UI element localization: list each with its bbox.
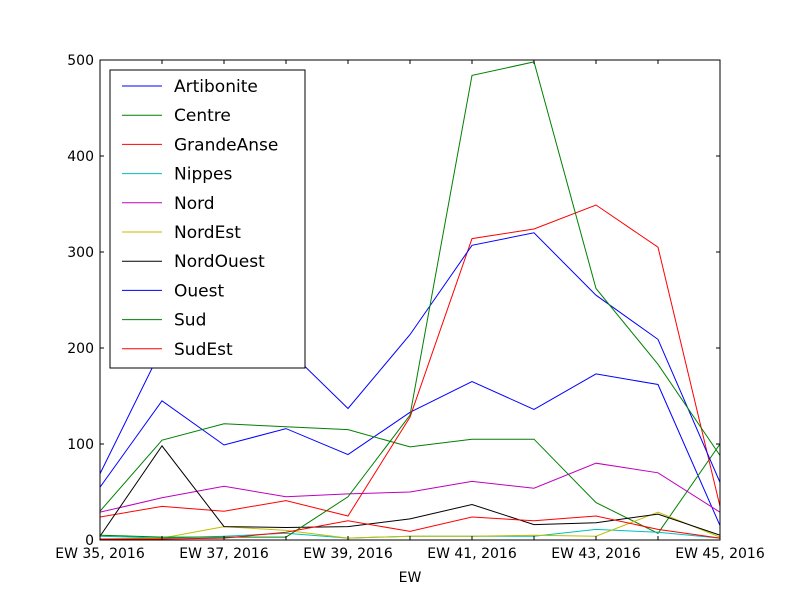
y-tick-label: 0: [85, 533, 94, 549]
y-tick-label: 300: [67, 245, 94, 261]
y-tick-label: 500: [67, 53, 94, 69]
series-line-grandeanse: [100, 204, 720, 518]
legend-label-centre: Centre: [174, 106, 231, 126]
x-tick-label: EW 39, 2016: [303, 546, 393, 562]
legend-label-sudest: SudEst: [174, 340, 233, 360]
legend-label-nord: Nord: [174, 194, 215, 214]
y-tick-label: 100: [67, 437, 94, 453]
series-line-sudest: [100, 515, 720, 540]
legend-label-nordest: NordEst: [174, 223, 241, 243]
x-tick-label: EW 45, 2016: [675, 546, 765, 562]
legend-label-grandeanse: GrandeAnse: [174, 135, 278, 155]
legend-box: [109, 69, 306, 369]
legend-label-nordouest: NordOuest: [174, 252, 265, 272]
axis-layer: 0 100 200 300 400 500 EW 35, 2016 EW 37, 2016 EW…: [55, 53, 765, 562]
x-axis-label: EW: [399, 570, 422, 586]
x-tick-label: EW 35, 2016: [55, 546, 145, 562]
y-tick-label: 400: [67, 149, 94, 165]
legend-label-ouest: Ouest: [174, 281, 224, 301]
series-line-nord: [100, 462, 720, 513]
series-line-centre: [100, 423, 720, 534]
legend-label-nippes: Nippes: [174, 165, 232, 185]
x-tick-label: EW 43, 2016: [551, 546, 641, 562]
series-line-sud: [100, 61, 720, 538]
series-line-artibonite: [100, 373, 720, 526]
legend: Artibonite Centre GrandeAnse Nippes Nord Nord…: [109, 69, 306, 369]
y-tick-label: 200: [67, 341, 94, 357]
series-line-nordouest: [100, 445, 720, 537]
legend-label-sud: Sud: [174, 311, 206, 331]
x-tick-label: EW 41, 2016: [427, 546, 517, 562]
x-tick-label: EW 37, 2016: [179, 546, 269, 562]
legend-label-artibonite: Artibonite: [174, 77, 258, 97]
